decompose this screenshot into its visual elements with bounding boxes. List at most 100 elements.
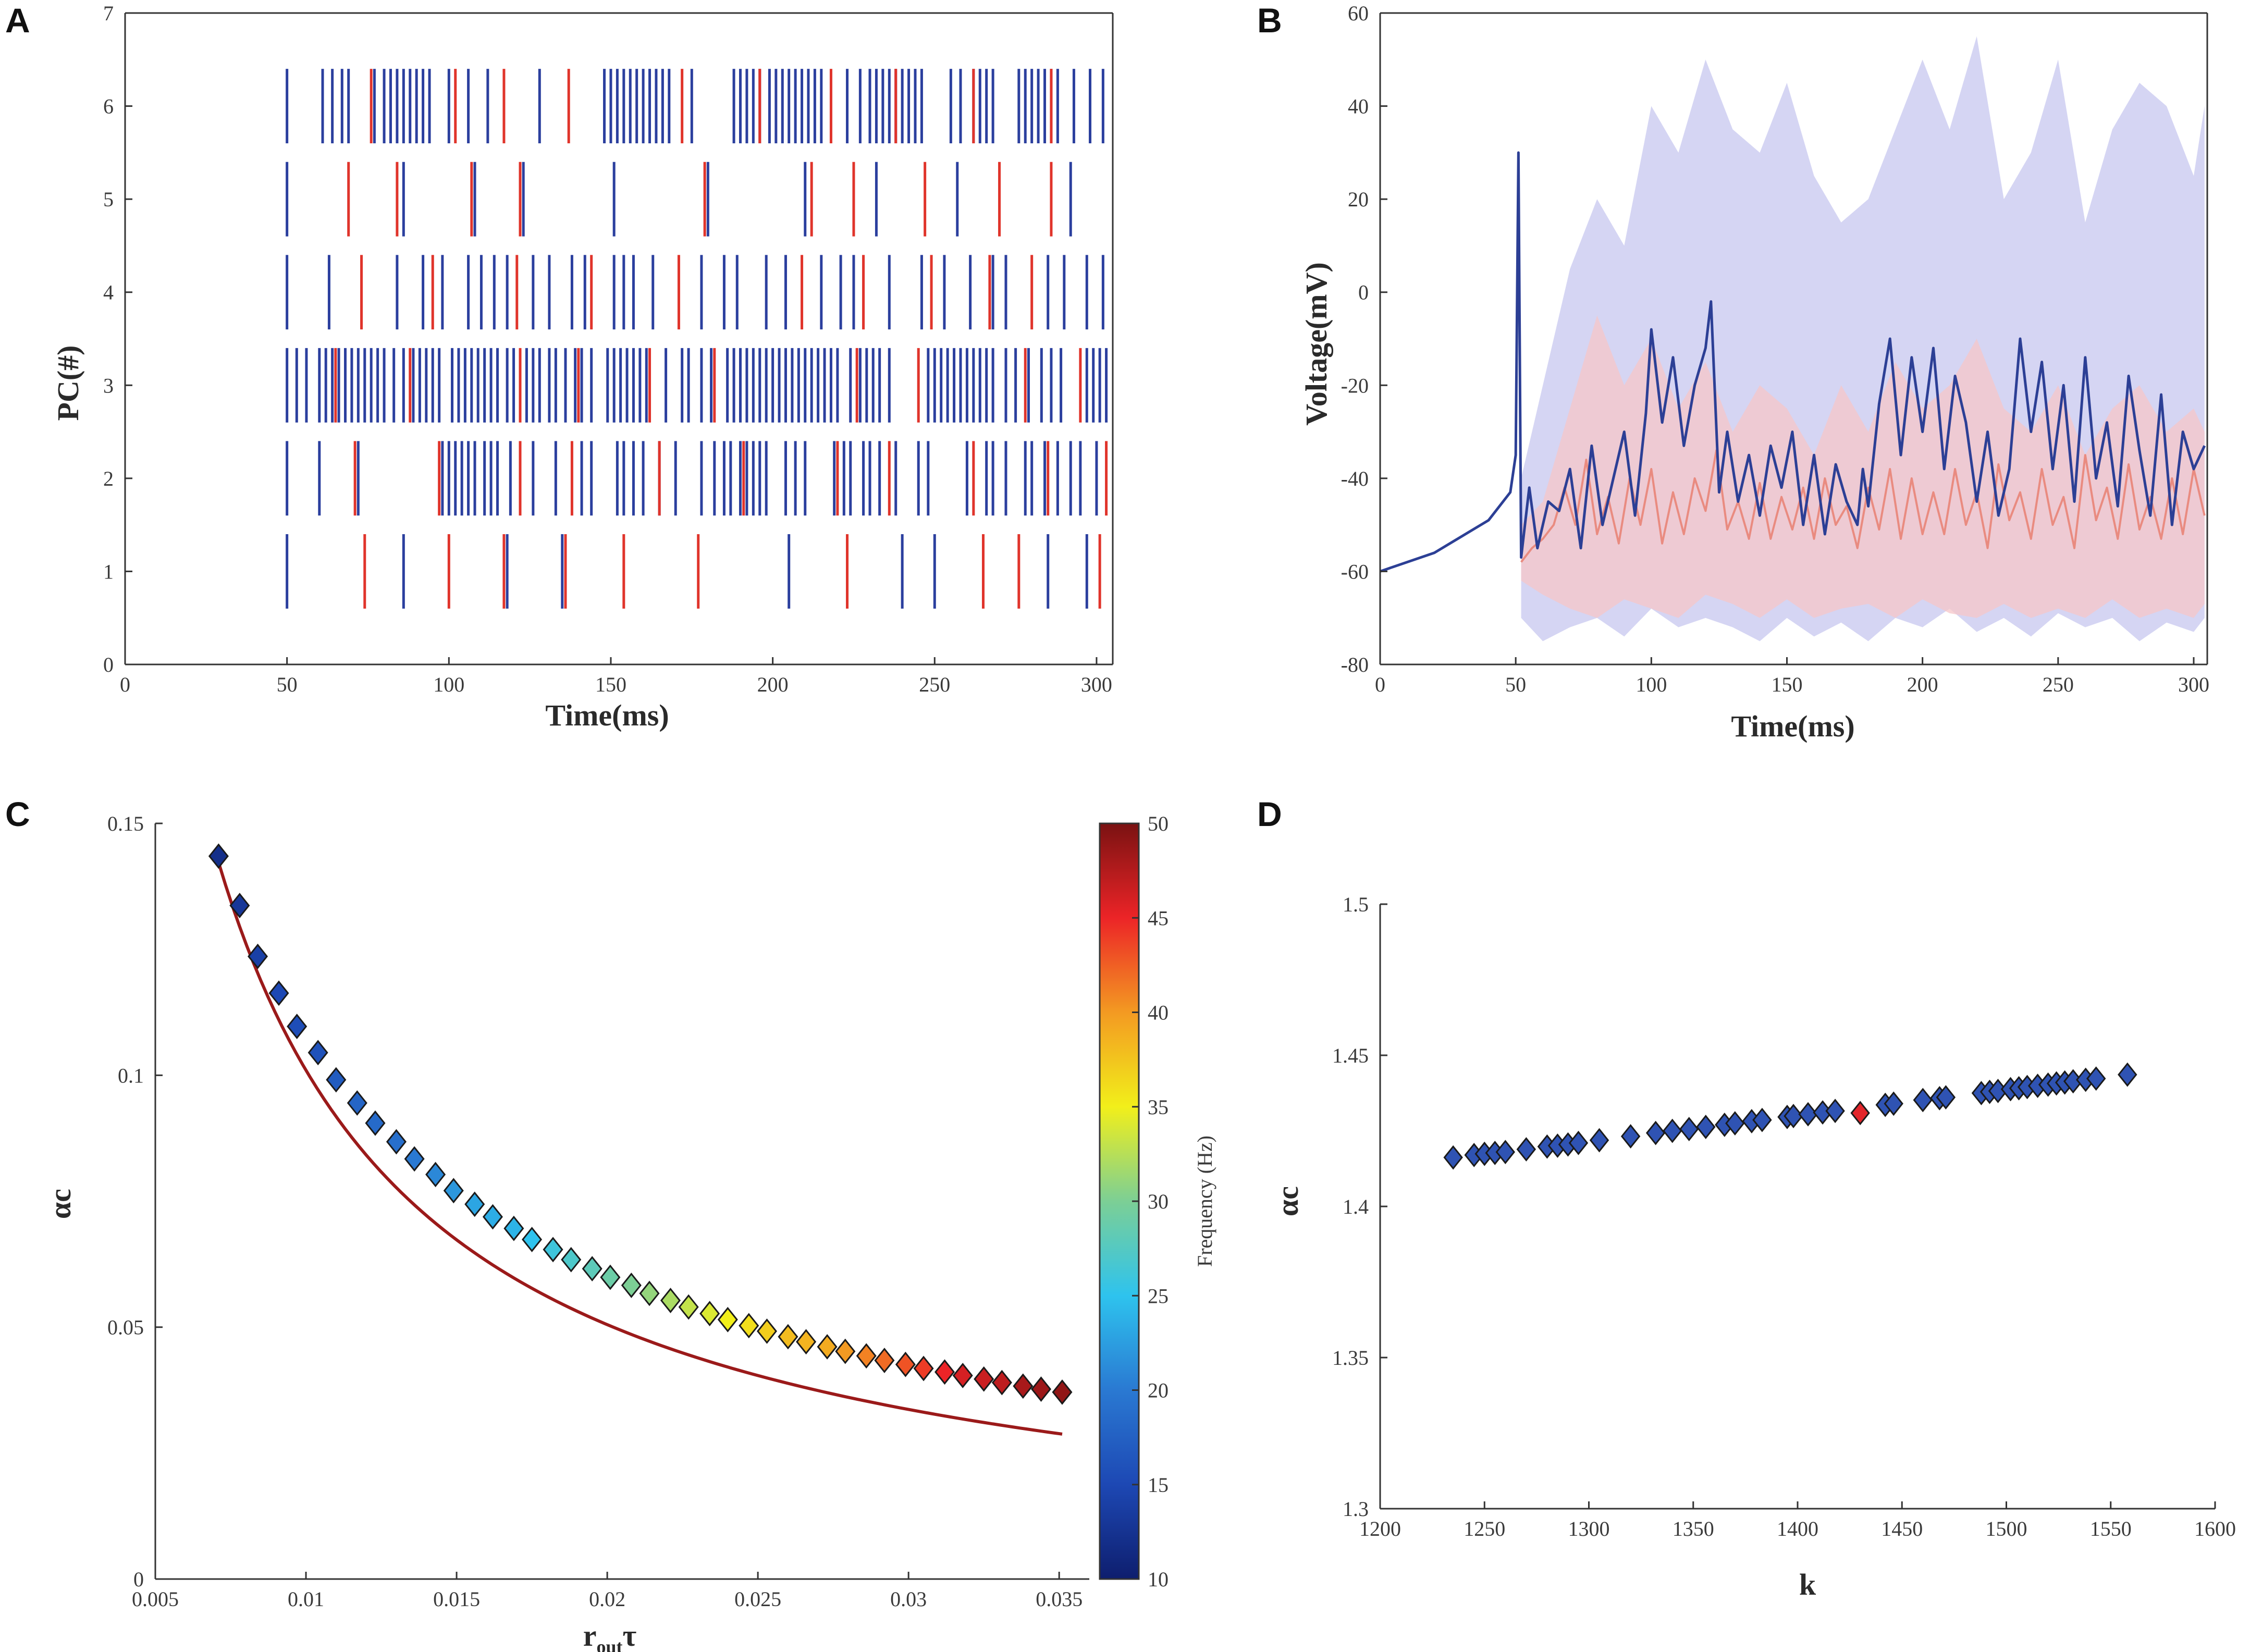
alpha-vs-rate-plot: 0.005 0.01 0.015 0.02 0.025 0.03 0.035 0 0.05 0.1… xyxy=(43,812,1216,1652)
alpha-marker xyxy=(778,1324,798,1350)
alpha-rate-x-tick-label: 0.025 xyxy=(734,1587,781,1611)
alpha-marker xyxy=(543,1237,563,1263)
raster-y-tick-label: 3 xyxy=(103,374,114,397)
alpha-marker xyxy=(678,1294,699,1320)
spike-raster xyxy=(286,69,1108,609)
alpha-marker xyxy=(756,1318,777,1344)
alpha-rate-y-tick-label: 0.1 xyxy=(118,1064,144,1087)
voltage-x-tick-label: 150 xyxy=(1771,673,1802,696)
colorbar-label: Frequency (Hz) xyxy=(1193,1136,1216,1267)
voltage-traces xyxy=(1380,151,2206,573)
voltage-y-tick-label: -80 xyxy=(1341,653,1369,676)
alpha-marker xyxy=(464,1191,485,1217)
panel-letter-a: A xyxy=(5,1,30,40)
alpha-marker xyxy=(600,1264,621,1290)
colorbar-tick-label: 10 xyxy=(1148,1568,1169,1591)
fit-curve xyxy=(217,861,1063,1436)
alpha-marker xyxy=(874,1348,895,1373)
alpha-k-y-tick-label: 1.35 xyxy=(1332,1346,1369,1370)
colorbar-tick-label: 15 xyxy=(1148,1473,1169,1497)
alpha-rate-y-label: αc xyxy=(43,1189,77,1219)
panel-letter-c: C xyxy=(5,795,30,833)
k-marker xyxy=(1620,1124,1641,1149)
alpha-rate-x-tick-label: 0.015 xyxy=(433,1587,480,1611)
alpha-rate-axes: 0.005 0.01 0.015 0.02 0.025 0.03 0.035 0 0.05 0.1… xyxy=(107,812,1089,1611)
k-marker xyxy=(1913,1088,1933,1113)
alpha-marker xyxy=(365,1110,386,1136)
voltage-y-tick-label: 60 xyxy=(1348,2,1369,25)
alpha-marker xyxy=(796,1329,817,1355)
k-marker xyxy=(1752,1107,1772,1132)
raster-x-tick-label: 250 xyxy=(919,673,950,696)
voltage-x-label: Time(ms) xyxy=(1731,709,1854,743)
fit-line xyxy=(217,861,1063,1436)
raster-y-tick-label: 0 xyxy=(103,653,114,676)
alpha-k-y-tick-label: 1.3 xyxy=(1343,1497,1369,1521)
alpha-marker xyxy=(582,1256,603,1281)
colorbar-tick-label: 35 xyxy=(1148,1095,1169,1119)
alpha-marker xyxy=(717,1306,738,1333)
raster-x-tick-label: 200 xyxy=(757,673,789,696)
voltage-trace xyxy=(1520,449,2206,563)
voltage-y-tick-label: 20 xyxy=(1348,188,1369,211)
alpha-rate-x-tick-label: 0.03 xyxy=(890,1587,927,1611)
k-marker xyxy=(1645,1120,1666,1145)
raster-x-tick-label: 150 xyxy=(595,673,626,696)
voltage-x-tick-label: 250 xyxy=(2043,673,2074,696)
alpha-marker xyxy=(639,1280,660,1306)
alpha-k-x-tick-label: 1200 xyxy=(1359,1517,1401,1540)
alpha-marker xyxy=(1030,1376,1052,1402)
k-marker xyxy=(1884,1091,1903,1116)
raster-y-tick-label: 5 xyxy=(103,188,114,211)
voltage-plot: 0 50 100 150 200 250 300 -80 -60 -40 -20 0 20 40 60 Ti… xyxy=(1299,2,2209,743)
alpha-marker xyxy=(208,843,229,869)
raster-plot: 0 50 100 150 200 250 300 0 1 2 3 4 5 6 7 Time(ms) PC(#… xyxy=(51,2,1114,732)
raster-y-tick-label: 4 xyxy=(103,281,114,304)
alpha-marker xyxy=(386,1129,407,1155)
alpha-marker xyxy=(699,1301,720,1326)
alpha-k-x-tick-label: 1600 xyxy=(2194,1517,2236,1540)
alpha-marker xyxy=(817,1334,838,1360)
alpha-rate-y-tick-label: 0.05 xyxy=(107,1316,144,1339)
raster-y-tick-label: 1 xyxy=(103,560,114,583)
colorbar-tick-label: 45 xyxy=(1148,906,1169,930)
alpha-k-x-tick-label: 1450 xyxy=(1881,1517,1923,1540)
alpha-k-x-tick-label: 1300 xyxy=(1568,1517,1610,1540)
k-marker xyxy=(1825,1099,1845,1124)
k-marker xyxy=(1662,1118,1682,1143)
alpha-marker xyxy=(308,1040,328,1066)
alpha-rate-x-label: routτ xyxy=(583,1619,637,1652)
voltage-y-label: Voltage(mV) xyxy=(1299,262,1333,426)
k-marker xyxy=(1443,1145,1463,1170)
voltage-x-tick-label: 50 xyxy=(1505,673,1526,696)
colorbar-tick-label: 30 xyxy=(1148,1190,1169,1213)
alpha-rate-y-tick-label: 0 xyxy=(133,1568,144,1591)
panel-letter-b: B xyxy=(1257,1,1282,40)
alpha-k-x-tick-label: 1350 xyxy=(1673,1517,1714,1540)
alpha-marker xyxy=(522,1227,543,1252)
alpha-rate-x-tick-label: 0.02 xyxy=(589,1587,625,1611)
voltage-trace xyxy=(1380,151,2206,573)
k-marker xyxy=(1568,1130,1589,1155)
alpha-marker xyxy=(248,943,268,969)
alpha-marker xyxy=(326,1067,347,1093)
alpha-marker xyxy=(1013,1373,1034,1399)
k-marker-highlight xyxy=(1850,1101,1870,1126)
voltage-y-tick-label: 0 xyxy=(1358,281,1369,304)
alpha-markers xyxy=(208,843,1073,1405)
k-marker xyxy=(1936,1085,1956,1110)
voltage-y-tick-label: -60 xyxy=(1341,560,1369,583)
alpha-rate-x-tick-label: 0.01 xyxy=(288,1587,324,1611)
alpha-k-y-tick-label: 1.4 xyxy=(1343,1195,1369,1218)
alpha-k-axes: 1200 1250 1300 1350 1400 1450 1500 1550 1600 1.3 1… xyxy=(1332,893,2236,1540)
alpha-vs-k-plot: 1200 1250 1300 1350 1400 1450 1500 1550 1600 1.3 1… xyxy=(1271,893,2236,1601)
alpha-marker xyxy=(268,980,289,1006)
voltage-y-tick-label: -20 xyxy=(1341,374,1369,397)
spread-band xyxy=(1521,315,2205,618)
k-marker xyxy=(1696,1115,1716,1139)
k-marker xyxy=(1798,1102,1818,1127)
alpha-marker xyxy=(347,1090,367,1116)
alpha-marker xyxy=(974,1366,994,1392)
panel-letter-d: D xyxy=(1257,795,1282,833)
